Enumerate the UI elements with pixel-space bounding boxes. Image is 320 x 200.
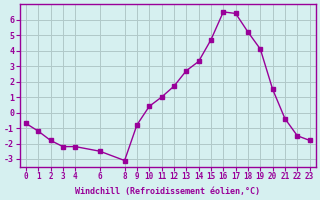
- X-axis label: Windchill (Refroidissement éolien,°C): Windchill (Refroidissement éolien,°C): [75, 187, 260, 196]
